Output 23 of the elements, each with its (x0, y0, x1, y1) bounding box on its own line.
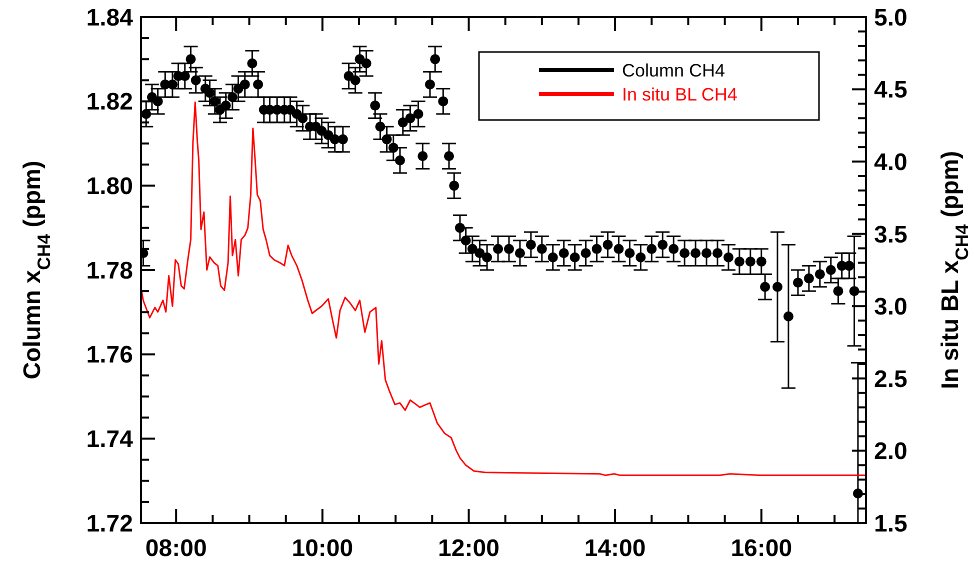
x-tick-label: 10:00 (292, 535, 354, 562)
y2-tick-label: 3.0 (874, 294, 908, 321)
y2-tick-label: 2.5 (874, 366, 908, 393)
y-tick-label: 1.78 (86, 257, 133, 284)
legend-label: In situ BL CH4 (622, 84, 738, 104)
line-series (141, 102, 866, 476)
x-tick-label: 12:00 (438, 535, 500, 562)
x-tick-label: 16:00 (730, 535, 792, 562)
x-tick-label: 14:00 (584, 535, 646, 562)
y-tick-label: 1.72 (86, 510, 133, 538)
y2-tick-label: 1.5 (874, 510, 908, 538)
y2-tick-label: 4.5 (874, 76, 908, 104)
y-tick-label: 1.74 (86, 426, 134, 454)
y-tick-label: 1.82 (86, 88, 133, 116)
y2-tick-label: 3.5 (874, 221, 908, 248)
y2-tick-label: 2.0 (874, 438, 908, 466)
y-tick-label: 1.80 (86, 173, 133, 200)
x-tick-label: 08:00 (145, 535, 207, 562)
legend-label: Column CH4 (622, 60, 726, 80)
y-tick-label: 1.84 (86, 4, 134, 32)
y2-tick-label: 5.0 (874, 4, 908, 32)
y-tick-label: 1.76 (86, 342, 133, 369)
y2-tick-label: 4.0 (874, 148, 908, 176)
